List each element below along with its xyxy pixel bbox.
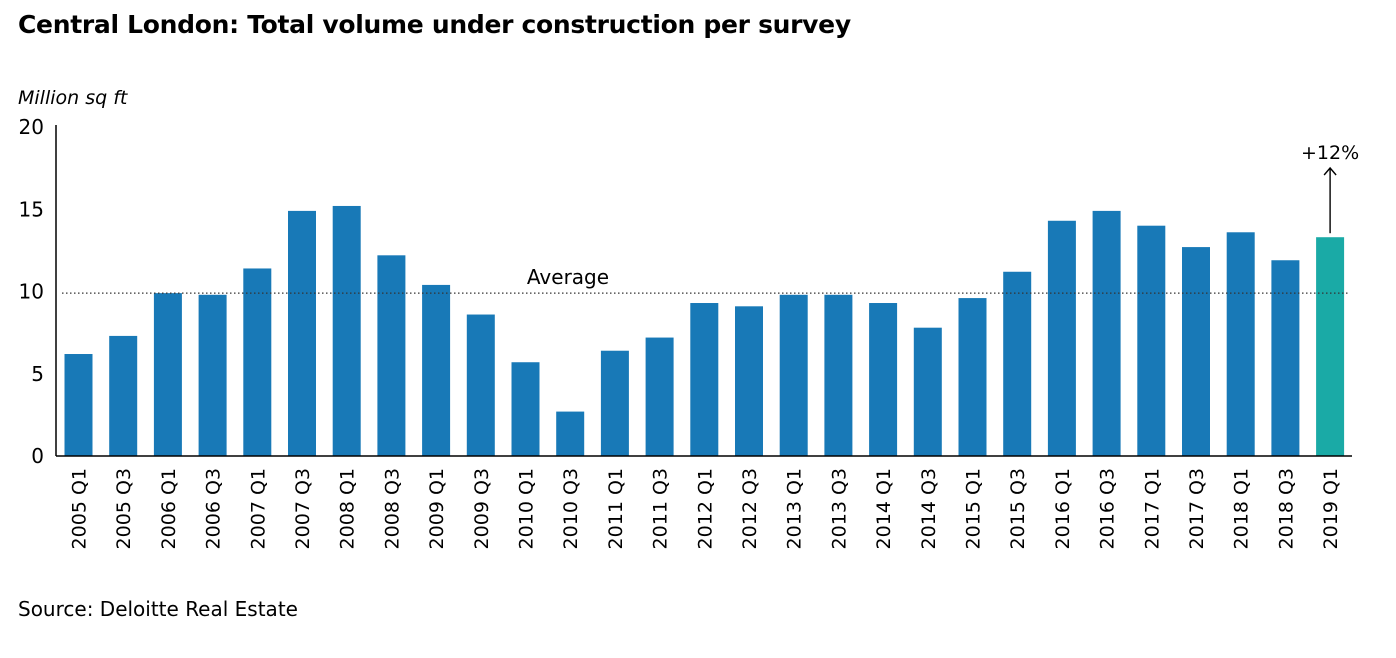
- x-tick-label: 2008 Q3: [381, 468, 403, 549]
- average-label: Average: [527, 265, 609, 289]
- bar: [1047, 220, 1076, 456]
- x-tick-label: 2006 Q1: [158, 468, 180, 549]
- bar: [511, 362, 540, 456]
- source-note: Source: Deloitte Real Estate: [18, 597, 298, 621]
- x-tick-label: 2012 Q1: [694, 468, 716, 549]
- bar: [466, 314, 495, 456]
- bar: [422, 284, 451, 456]
- x-tick-label: 2014 Q1: [873, 468, 895, 549]
- arrow-head-icon: [1323, 166, 1337, 176]
- x-tick-label: 2011 Q1: [605, 468, 627, 549]
- x-tick-label: 2015 Q3: [1007, 468, 1029, 549]
- bar: [288, 210, 316, 456]
- x-tick-label: 2005 Q1: [69, 468, 91, 549]
- bar: [109, 335, 138, 456]
- bar: [913, 327, 942, 456]
- y-tick-label: 20: [19, 115, 44, 139]
- x-tick-label: 2015 Q1: [963, 468, 985, 549]
- bar: [1226, 232, 1255, 456]
- x-tick-label: 2017 Q1: [1141, 468, 1163, 549]
- bar: [958, 298, 987, 456]
- bars: [64, 205, 1345, 456]
- bar: [690, 303, 719, 456]
- bar: [600, 350, 629, 456]
- bar: [64, 354, 93, 456]
- x-tick-label: 2016 Q1: [1052, 468, 1074, 549]
- x-tick-label: 2019 Q1: [1320, 468, 1342, 549]
- x-tick-label: 2018 Q1: [1231, 468, 1253, 549]
- bar: [1316, 237, 1345, 456]
- bar: [198, 294, 227, 456]
- y-tick-label: 10: [19, 280, 44, 304]
- bar: [779, 294, 808, 456]
- x-tick-label: 2007 Q3: [292, 468, 314, 549]
- bar: [735, 306, 763, 456]
- x-tick-label: 2016 Q3: [1097, 468, 1119, 549]
- x-tick-label: 2014 Q3: [918, 468, 940, 549]
- bar: [1092, 210, 1121, 456]
- x-tick-label: 2017 Q3: [1186, 468, 1208, 549]
- x-tick-label: 2010 Q1: [516, 468, 538, 549]
- bar: [869, 303, 898, 456]
- x-tick-label: 2012 Q3: [739, 468, 761, 549]
- bar: [1271, 260, 1300, 456]
- bar: [1182, 247, 1210, 456]
- y-tick-label: 0: [31, 444, 44, 468]
- x-tick-label: 2011 Q3: [650, 468, 672, 549]
- x-tick-label: 2007 Q1: [247, 468, 269, 549]
- bar: [332, 205, 361, 456]
- x-tick-label: 2013 Q1: [784, 468, 806, 549]
- y-axis-label: Million sq ft: [18, 87, 129, 109]
- bar: [824, 294, 853, 456]
- x-tick-label: 2006 Q3: [203, 468, 225, 549]
- bar: [153, 293, 182, 456]
- bar: [556, 411, 585, 456]
- y-tick-label: 15: [19, 197, 44, 221]
- growth-annotation: +12%: [1301, 142, 1359, 164]
- x-tick-label: 2009 Q3: [471, 468, 493, 549]
- bar: [1137, 225, 1166, 456]
- x-axis-ticks: 2005 Q1 2005 Q3 2006 Q1 2006 Q3 2007 Q1 2007 …: [69, 468, 1343, 549]
- bar: [645, 337, 674, 456]
- x-tick-label: 2013 Q3: [828, 468, 850, 549]
- bar: [243, 268, 272, 456]
- x-tick-label: 2008 Q1: [337, 468, 359, 549]
- x-tick-label: 2018 Q3: [1275, 468, 1297, 549]
- y-tick-label: 5: [31, 362, 44, 386]
- bar: [377, 255, 406, 456]
- x-tick-label: 2009 Q1: [426, 468, 448, 549]
- bar: [1003, 271, 1032, 456]
- y-axis-ticks: 0 5 10 15 20: [19, 115, 44, 468]
- x-tick-label: 2010 Q3: [560, 468, 582, 549]
- chart-title: Central London: Total volume under const…: [18, 10, 851, 39]
- x-tick-label: 2005 Q3: [113, 468, 135, 549]
